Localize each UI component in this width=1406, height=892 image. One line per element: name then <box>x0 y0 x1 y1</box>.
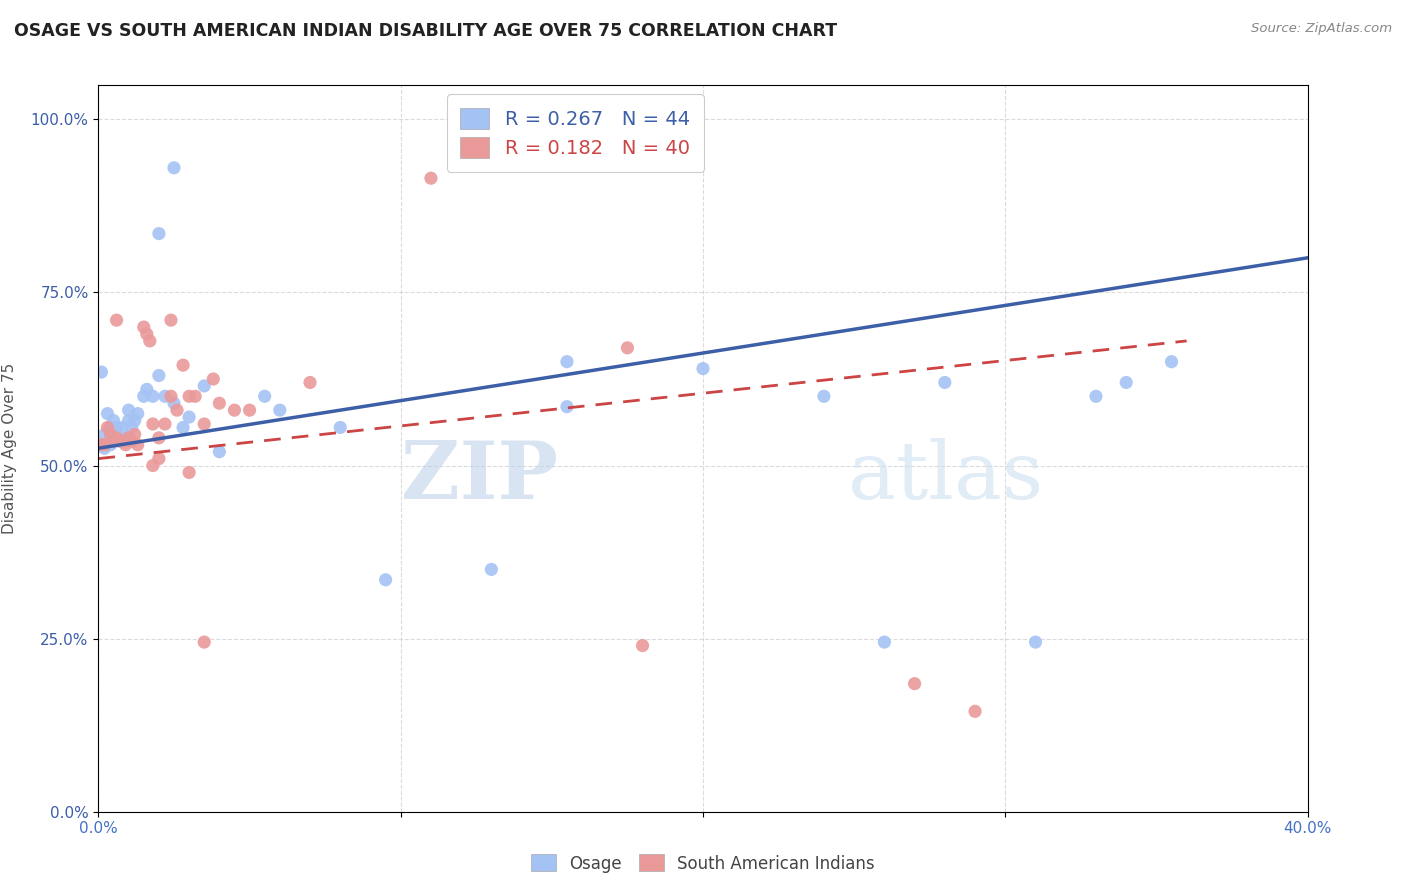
Point <box>172 420 194 434</box>
Point <box>179 466 201 480</box>
Point <box>142 417 165 431</box>
Point <box>103 413 125 427</box>
Point <box>103 431 125 445</box>
Point <box>114 438 136 452</box>
Point <box>153 389 176 403</box>
Point <box>114 431 136 445</box>
Text: Source: ZipAtlas.com: Source: ZipAtlas.com <box>1251 22 1392 36</box>
Point <box>142 458 165 473</box>
Point <box>163 161 186 175</box>
Point <box>111 420 134 434</box>
Point <box>420 171 443 186</box>
Point <box>153 417 176 431</box>
Point <box>904 676 927 690</box>
Point <box>124 413 146 427</box>
Point <box>148 368 170 383</box>
Point <box>208 396 231 410</box>
Point <box>105 420 128 434</box>
Point <box>160 313 183 327</box>
Point <box>148 431 170 445</box>
Point <box>481 562 503 576</box>
Point <box>127 407 149 421</box>
Point <box>135 326 157 341</box>
Point <box>172 358 194 372</box>
Point <box>90 365 112 379</box>
Point <box>127 438 149 452</box>
Point <box>118 431 141 445</box>
Point <box>179 410 201 425</box>
Point <box>139 334 162 348</box>
Point <box>269 403 291 417</box>
Text: ZIP: ZIP <box>401 438 558 516</box>
Point <box>555 400 578 414</box>
Point <box>1115 376 1137 390</box>
Point <box>1024 635 1046 649</box>
Point <box>93 442 115 455</box>
Point <box>239 403 262 417</box>
Point <box>142 389 165 403</box>
Point <box>193 417 215 431</box>
Text: atlas: atlas <box>848 438 1043 516</box>
Point <box>555 354 578 368</box>
Legend: Osage, South American Indians: Osage, South American Indians <box>524 847 882 880</box>
Point <box>374 573 396 587</box>
Point <box>121 434 143 449</box>
Point <box>135 383 157 397</box>
Point <box>103 434 125 449</box>
Point <box>111 434 134 449</box>
Point <box>105 313 128 327</box>
Legend: R = 0.267   N = 44, R = 0.182   N = 40: R = 0.267 N = 44, R = 0.182 N = 40 <box>447 95 704 172</box>
Point <box>100 420 122 434</box>
Point <box>1085 389 1108 403</box>
Point <box>202 372 225 386</box>
Point <box>108 434 131 449</box>
Point <box>90 438 112 452</box>
Point <box>1160 354 1182 368</box>
Y-axis label: Disability Age Over 75: Disability Age Over 75 <box>1 363 17 533</box>
Point <box>121 420 143 434</box>
Text: OSAGE VS SOUTH AMERICAN INDIAN DISABILITY AGE OVER 75 CORRELATION CHART: OSAGE VS SOUTH AMERICAN INDIAN DISABILIT… <box>14 22 837 40</box>
Point <box>813 389 835 403</box>
Point <box>96 407 118 421</box>
Point <box>160 389 183 403</box>
Point <box>193 635 215 649</box>
Point <box>132 320 155 334</box>
Point <box>934 376 956 390</box>
Point <box>93 438 115 452</box>
Point <box>179 389 201 403</box>
Point <box>148 227 170 241</box>
Point <box>329 420 352 434</box>
Point <box>100 438 122 452</box>
Point <box>253 389 276 403</box>
Point <box>193 379 215 393</box>
Point <box>132 389 155 403</box>
Point <box>163 396 186 410</box>
Point <box>184 389 207 403</box>
Point <box>100 427 122 442</box>
Point <box>692 361 714 376</box>
Point <box>616 341 638 355</box>
Point <box>118 413 141 427</box>
Point <box>124 427 146 442</box>
Point <box>208 444 231 458</box>
Point <box>118 403 141 417</box>
Point <box>631 639 654 653</box>
Point <box>224 403 246 417</box>
Point <box>148 451 170 466</box>
Point <box>166 403 188 417</box>
Point <box>96 420 118 434</box>
Point <box>105 431 128 445</box>
Point <box>965 704 987 718</box>
Point <box>299 376 322 390</box>
Point <box>873 635 896 649</box>
Point <box>93 427 115 442</box>
